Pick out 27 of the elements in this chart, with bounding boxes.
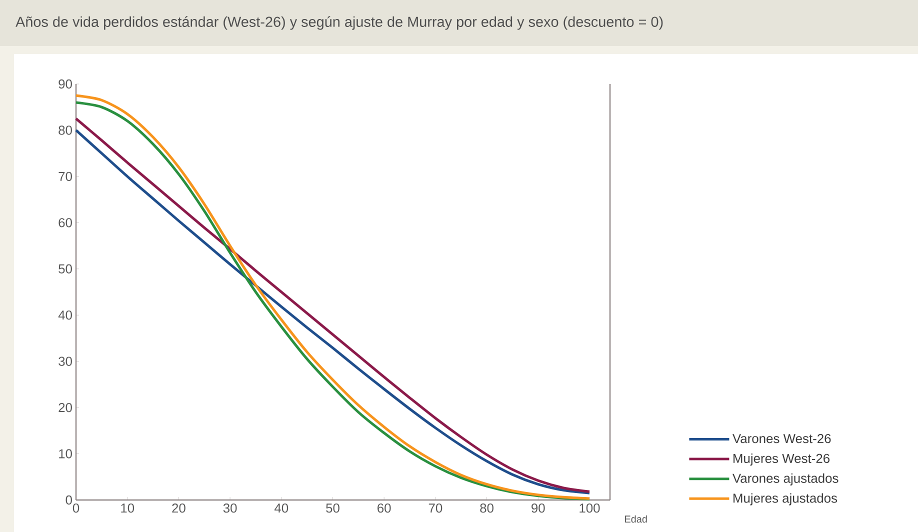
legend-label: Varones ajustados [732,473,838,486]
x-tick-label: 10 [121,504,134,513]
x-tick-label: 70 [428,504,442,513]
y-tick-label: 60 [58,218,72,228]
x-tick-label: 40 [274,504,288,513]
y-tick-label: 90 [58,79,72,89]
x-tick-label: 90 [532,504,545,513]
chart-title: Años de vida perdidos estándar (West-26) y según ajuste de Murray por edad y sexo (descuento = 0) [16,16,663,30]
legend-label: Mujeres ajustados [734,493,838,506]
x-tick-label: 60 [378,504,391,513]
y-tick-label: 20 [58,402,72,412]
legend-label: Varones West-26 [732,434,831,444]
legend-label: Mujeres West-26 [734,454,830,466]
y-tick-label: 0 [66,495,72,505]
x-tick-label: 80 [480,504,494,513]
y-tick-label: 10 [59,449,72,458]
x-tick-label: 0 [72,504,80,513]
x-tick-label: 30 [223,504,237,513]
x-tick-label: 100 [580,504,600,513]
y-tick-label: 30 [58,356,72,366]
x-tick-label: 50 [326,504,340,513]
x-tick-label: 20 [172,504,186,513]
y-tick-label: 50 [58,264,72,274]
y-tick-label: 40 [58,310,72,320]
y-tick-label: 70 [58,172,72,182]
x-axis-title: Edad [625,515,647,523]
y-tick-label: 80 [58,126,72,135]
